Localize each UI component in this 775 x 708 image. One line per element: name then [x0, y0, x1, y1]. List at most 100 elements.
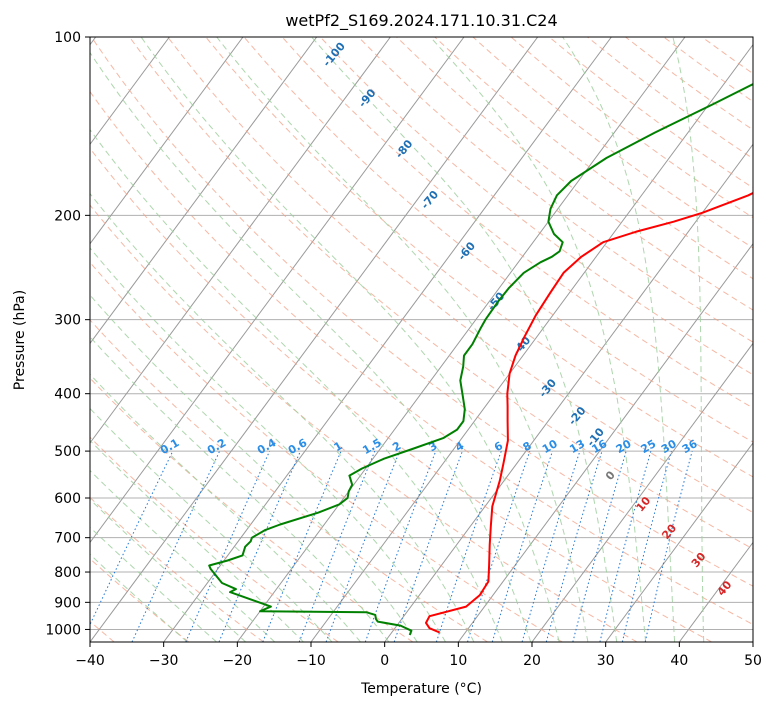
moist-adiabat-line	[90, 498, 247, 642]
x-tick-label: 40	[670, 653, 688, 669]
isotherm-line	[163, 37, 612, 642]
isotherm-line	[605, 442, 753, 642]
moist-adiabat-line	[90, 294, 418, 642]
dry-adiabat-line	[663, 37, 753, 103]
mixing-ratio-label: 0.1	[158, 436, 181, 457]
x-tick-label: −20	[223, 653, 253, 669]
dry-adiabat-line	[167, 37, 753, 514]
x-tick-label: 50	[744, 653, 762, 669]
x-axis-label: Temperature (°C)	[360, 681, 482, 697]
mixing-ratio-line	[467, 450, 531, 642]
dry-adiabat-line	[548, 37, 753, 189]
moist-adiabat-line	[90, 469, 276, 642]
dry-adiabat-line	[90, 147, 712, 642]
dry-adiabat-line	[90, 204, 638, 642]
x-tick-label: 30	[597, 653, 615, 669]
dry-adiabat-line	[90, 37, 753, 587]
x-tick-label: −40	[75, 653, 105, 669]
moist-adiabat-line	[562, 37, 676, 642]
sounding-series	[208, 83, 753, 636]
chart-title: wetPf2_S169.2024.171.10.31.C24	[285, 11, 557, 31]
x-axis: −40 −30 −20 −10 0 10 20 30 40 50	[75, 642, 762, 669]
moist-adiabat-line	[216, 37, 589, 642]
x-tick-label: 20	[523, 653, 541, 669]
mixing-ratio-line	[131, 450, 221, 642]
y-tick-label: 700	[54, 531, 81, 547]
moist-adiabat-line	[672, 37, 705, 642]
dry-adiabat-label: 20	[659, 521, 679, 541]
y-tick-label: 1000	[45, 622, 81, 638]
isotherm-line	[384, 143, 753, 642]
dry-adiabat-line	[510, 37, 753, 219]
dry-adiabat-label: -80	[393, 137, 416, 161]
moist-adiabats	[90, 37, 705, 642]
mixing-ratio-label: 8	[521, 439, 534, 454]
mixing-ratio-label: 36	[680, 437, 700, 456]
y-tick-label: 900	[54, 595, 81, 611]
mixing-ratio-line	[185, 450, 271, 642]
x-tick-label: 0	[380, 653, 389, 669]
dry-adiabat-line	[701, 37, 753, 75]
mixing-ratio-label: 0.6	[286, 436, 310, 457]
isotherm-line	[531, 342, 753, 642]
dry-adiabat-line	[90, 436, 339, 642]
isotherm-line	[90, 37, 391, 444]
y-tick-label: 800	[54, 565, 81, 581]
moist-adiabat-line	[90, 336, 390, 642]
moist-adiabat-line	[311, 37, 618, 642]
mixing-ratio-line	[393, 450, 463, 642]
mixing-ratio-line	[644, 450, 693, 642]
mixing-ratio-line	[364, 450, 437, 642]
y-tick-label: 400	[54, 387, 81, 403]
isotherm-line	[752, 641, 753, 642]
isotherm-line	[310, 43, 753, 642]
moist-adiabat-line	[90, 373, 361, 642]
moist-adiabat-line	[429, 37, 647, 642]
dry-adiabat-label: -40	[511, 334, 534, 358]
mixing-ratio-line	[621, 450, 672, 642]
plot-area: 0.1 0.2 0.4 0.6 1 1.5 2 3 4 6 8 10 13 16 20 25 30 36 -100…	[90, 37, 753, 642]
mixing-ratio-label: 0.2	[205, 436, 228, 457]
mixing-ratio-label: 30	[659, 437, 679, 456]
isotherm-line	[90, 37, 170, 146]
mixing-ratio-label: 1	[332, 439, 345, 454]
isotherm-line	[236, 37, 686, 642]
dry-adiabat-line	[90, 496, 264, 642]
dry-adiabat-line	[90, 90, 753, 626]
dry-adiabat-label: -30	[536, 376, 559, 400]
mixing-ratio-label: 1.5	[360, 436, 383, 457]
mixing-ratio-label: 0.4	[255, 436, 279, 457]
plot-frame	[89, 36, 754, 643]
isotherm-line	[90, 37, 539, 642]
moist-adiabat-line	[90, 439, 304, 642]
isotherm-line	[90, 37, 465, 544]
y-tick-label: 500	[54, 444, 81, 460]
mixing-ratio-label: 10	[540, 437, 560, 456]
dry-adiabat-line	[90, 261, 563, 642]
mixing-ratio-lines: 0.1 0.2 0.4 0.6 1 1.5 2 3 4 6 8 10 13 16 20 25 30 36	[90, 436, 700, 642]
dry-adiabat-label: -20	[566, 404, 589, 428]
mixing-ratio-label: 25	[639, 437, 659, 456]
mixing-ratio-line	[521, 450, 581, 642]
mixing-ratio-line	[599, 450, 652, 642]
y-tick-label: 200	[54, 208, 81, 224]
mixing-ratio-label: 4	[453, 439, 466, 454]
moist-adiabat-line	[90, 128, 503, 642]
mixing-ratio-label: 20	[614, 437, 634, 456]
moist-adiabat-line	[140, 37, 560, 642]
skewed-isotherms	[90, 37, 753, 642]
dry-adiabat-line	[90, 558, 190, 642]
x-tick-label: 10	[449, 653, 467, 669]
y-tick-label: 300	[54, 313, 81, 329]
mixing-ratio-line	[325, 450, 401, 642]
y-tick-label: 100	[54, 30, 81, 46]
dry-adiabat-line	[358, 37, 753, 343]
mixing-ratio-line	[262, 450, 342, 642]
mixing-ratio-line	[298, 450, 376, 642]
isotherm-line	[90, 37, 244, 245]
moist-adiabat-line	[90, 51, 532, 642]
mixing-ratio-line	[545, 450, 603, 642]
x-tick-label: −30	[149, 653, 179, 669]
moist-adiabat-line	[90, 192, 475, 642]
moist-adiabat-line	[90, 553, 188, 642]
